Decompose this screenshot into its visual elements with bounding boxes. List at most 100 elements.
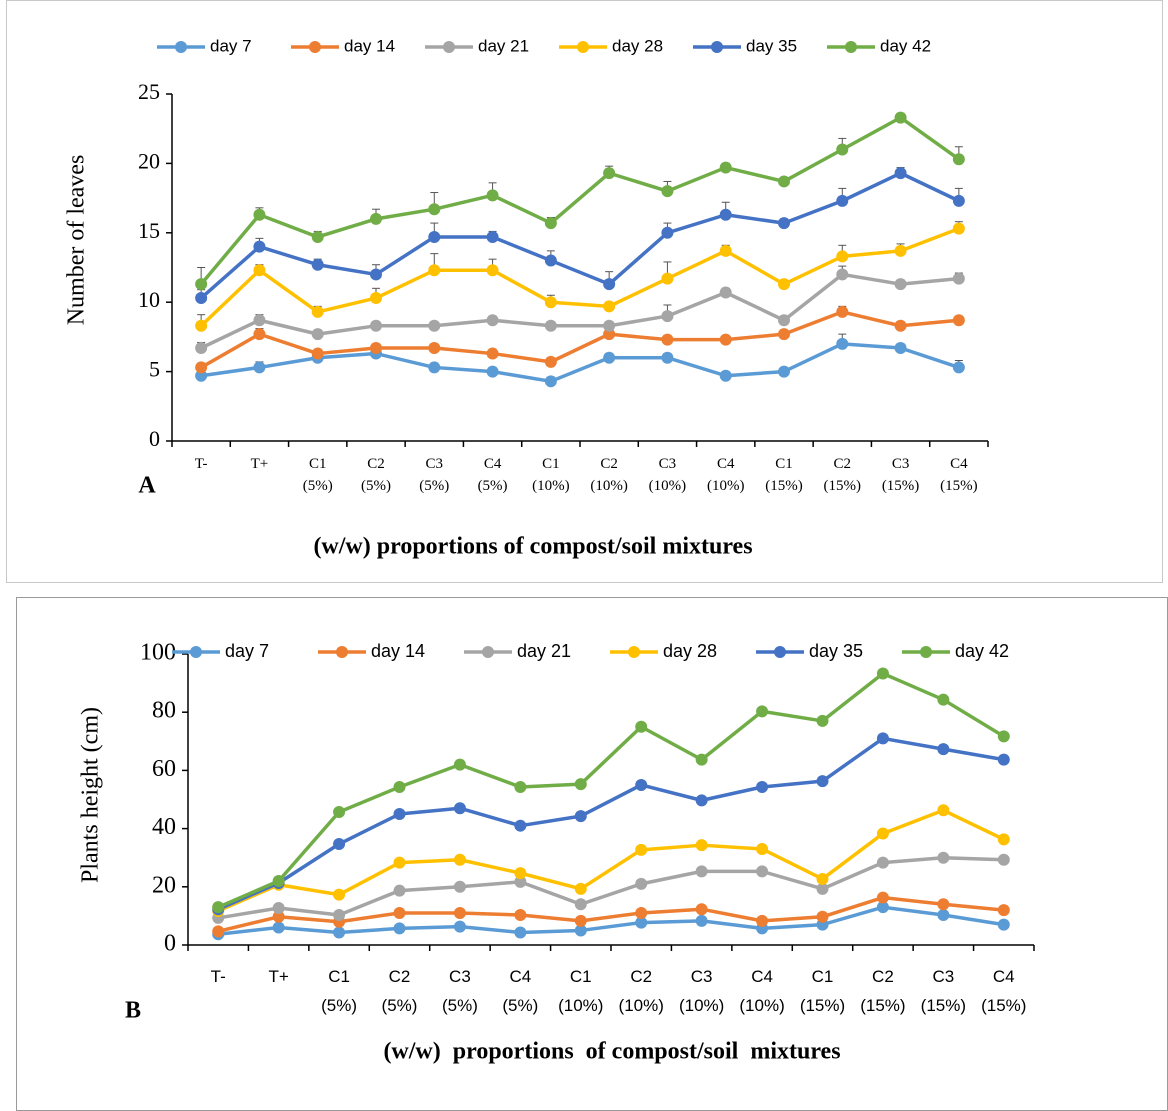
x-tick-label-line: (10%) — [707, 478, 745, 494]
x-tick-label-line: C2 — [834, 456, 852, 472]
x-tick-label-line: (5%) — [502, 996, 538, 1015]
marker — [195, 278, 208, 291]
marker — [311, 230, 324, 243]
marker — [486, 264, 499, 277]
marker — [836, 143, 849, 156]
series-line — [200, 272, 960, 350]
marker — [816, 872, 829, 885]
series-line — [217, 855, 1004, 920]
marker — [937, 743, 950, 756]
marker — [486, 365, 499, 378]
marker — [603, 319, 616, 332]
x-tick-label-line: (15%) — [824, 478, 862, 494]
marker — [756, 780, 769, 793]
marker — [952, 222, 965, 235]
x-tick-label: C1 (10%) — [532, 456, 570, 494]
y-tick-label: 5 — [149, 357, 160, 382]
marker — [661, 333, 674, 346]
marker — [574, 778, 587, 791]
marker — [997, 730, 1010, 743]
x-tick-label-line: C4 — [509, 967, 531, 986]
marker — [719, 286, 732, 299]
marker — [894, 342, 907, 355]
series-line — [217, 895, 1004, 934]
x-tick-label: C1 (5%) — [321, 967, 357, 1015]
series-line — [199, 115, 960, 286]
legend-marker — [336, 646, 348, 658]
marker — [311, 305, 324, 318]
marker — [894, 278, 907, 291]
marker — [453, 802, 466, 815]
marker — [816, 882, 829, 895]
marker — [894, 167, 907, 180]
marker — [635, 877, 648, 890]
marker — [695, 753, 708, 766]
marker — [393, 808, 406, 821]
marker — [635, 916, 648, 929]
marker — [574, 810, 587, 823]
marker — [272, 874, 285, 887]
marker — [428, 319, 441, 332]
legend-marker — [628, 646, 640, 658]
marker — [635, 906, 648, 919]
marker — [333, 909, 346, 922]
marker — [603, 278, 616, 291]
marker — [453, 906, 466, 919]
marker — [836, 337, 849, 350]
marker — [952, 361, 965, 374]
y-tick-label: 60 — [152, 756, 176, 782]
marker — [997, 853, 1010, 866]
x-tick-label-line: C1 — [542, 456, 560, 472]
marker — [719, 333, 732, 346]
marker — [393, 780, 406, 793]
y-axis-title: Plants height (cm) — [78, 707, 104, 883]
marker — [393, 884, 406, 897]
x-tick-label-line: C3 — [659, 456, 677, 472]
x-tick-label: T+ — [268, 967, 288, 986]
x-tick-label: C3 (5%) — [419, 456, 449, 494]
series-line — [217, 736, 1005, 911]
marker — [695, 839, 708, 852]
marker — [952, 153, 965, 166]
marker — [635, 843, 648, 856]
x-tick-label-line: (10%) — [739, 996, 784, 1015]
marker — [952, 272, 965, 285]
marker — [937, 851, 950, 864]
x-tick-label: C2 (15%) — [860, 967, 905, 1015]
marker — [370, 319, 382, 332]
marker — [253, 240, 266, 253]
marker — [695, 914, 708, 927]
legend-marker — [309, 41, 321, 53]
x-tick-label-line: C2 — [389, 967, 411, 986]
marker — [778, 217, 790, 230]
marker — [603, 167, 616, 180]
legend-label: day 7 — [225, 641, 269, 661]
marker — [428, 264, 441, 277]
marker — [195, 369, 208, 382]
marker — [514, 819, 527, 832]
marker — [695, 794, 708, 807]
x-tick-label-line: (15%) — [765, 478, 803, 494]
marker — [453, 880, 466, 893]
x-tick-label: C3 (15%) — [882, 456, 920, 494]
x-tick-label: C1 (15%) — [765, 456, 803, 494]
marker — [544, 375, 557, 388]
x-tick-label-line: (15%) — [921, 996, 966, 1015]
x-tick-label-line: T+ — [251, 456, 269, 472]
x-tick-label-line: (15%) — [882, 478, 920, 494]
y-tick-label: 20 — [138, 148, 160, 173]
marker — [756, 842, 769, 855]
y-tick-label: 25 — [138, 79, 160, 104]
marker — [453, 758, 466, 771]
marker — [195, 342, 208, 355]
legend-label: day 35 — [746, 36, 797, 55]
x-tick-label-line: (10%) — [532, 478, 570, 494]
x-tick-label-line: C3 — [426, 456, 444, 472]
x-tick-label: C3 (5%) — [442, 967, 478, 1015]
x-tick-label-line: (5%) — [382, 996, 418, 1015]
marker — [544, 355, 557, 368]
marker — [370, 212, 382, 225]
marker — [816, 714, 829, 727]
marker — [544, 296, 557, 309]
marker — [428, 203, 441, 216]
